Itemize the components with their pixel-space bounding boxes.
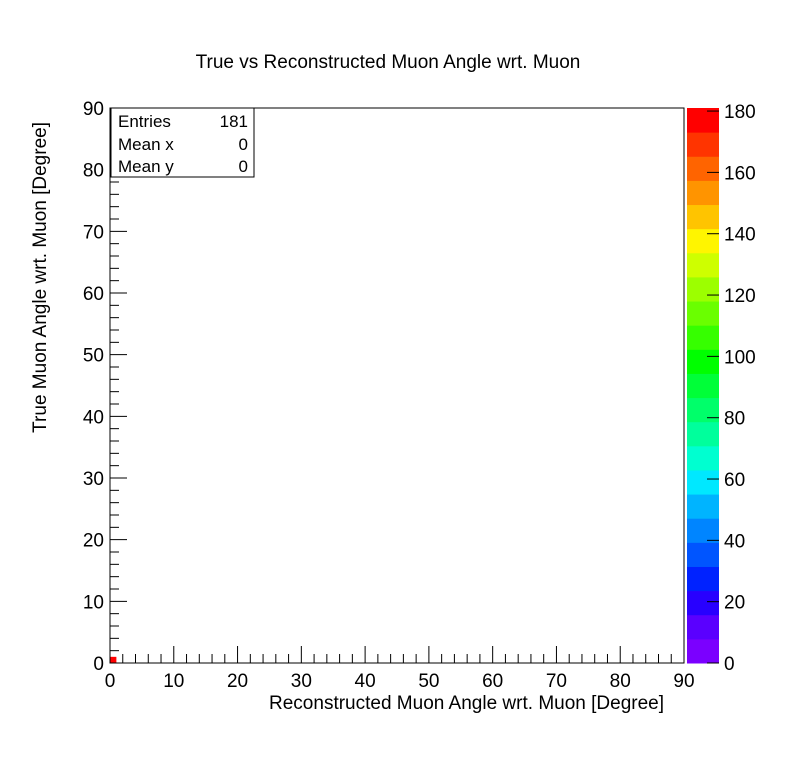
- x-tick-label: 20: [227, 671, 248, 692]
- colorbar-tick-label: 120: [724, 286, 756, 307]
- x-tick-label: 10: [163, 671, 184, 692]
- x-tick-label: 70: [546, 671, 567, 692]
- y-tick-label: 80: [83, 161, 104, 182]
- stats-entries-value: 181: [220, 112, 248, 131]
- heatmap-cells: [110, 656, 117, 663]
- colorbar-segment: [687, 494, 719, 519]
- y-tick-label: 20: [83, 531, 104, 552]
- colorbar-segment: [687, 373, 719, 399]
- colorbar-segment: [687, 638, 719, 664]
- y-tick-label: 0: [93, 654, 104, 675]
- colorbar-segment: [687, 156, 719, 181]
- colorbar-tick-label: 140: [724, 225, 756, 246]
- colorbar-segment: [687, 325, 719, 350]
- colorbar-segment: [687, 252, 719, 278]
- y-tick-label: 70: [83, 222, 104, 243]
- colorbar-tick-label: 40: [724, 531, 745, 552]
- y-axis: 0 10 20 30 40 50 60 70 80 90: [83, 99, 127, 675]
- y-tick-label: 50: [83, 346, 104, 367]
- colorbar-segment: [687, 469, 719, 495]
- stats-entries-label: Entries: [118, 112, 171, 131]
- x-tick-label: 40: [355, 671, 376, 692]
- colorbar-segment: [687, 566, 719, 592]
- stats-box: Entries 181 Mean x 0 Mean y 0: [110, 107, 255, 178]
- colorbar-segment: [687, 542, 719, 567]
- colorbar-segment: [687, 132, 719, 157]
- y-tick-label: 30: [83, 469, 104, 490]
- x-tick-label: 0: [105, 671, 116, 692]
- colorbar-segment: [687, 276, 719, 302]
- y-tick-label: 90: [83, 99, 104, 120]
- chart-title: True vs Reconstructed Muon Angle wrt. Mu…: [196, 52, 581, 73]
- colorbar-segment: [687, 445, 719, 471]
- colorbar-segment: [687, 590, 719, 616]
- y-axis-label: True Muon Angle wrt. Muon [Degree]: [30, 122, 51, 433]
- y-tick-label: 40: [83, 407, 104, 428]
- colorbar-segment: [687, 204, 719, 230]
- colorbar-tick-label: 0: [724, 654, 735, 675]
- colorbar-tick-label: 180: [724, 102, 756, 123]
- x-tick-label: 80: [610, 671, 631, 692]
- heatmap-cell: [110, 656, 117, 663]
- stats-mean-y-label: Mean y: [118, 157, 174, 176]
- y-tick-label: 10: [83, 592, 104, 613]
- colorbar-tick-label: 100: [724, 347, 756, 368]
- colorbar-segment: [687, 108, 719, 133]
- stats-mean-y-value: 0: [239, 157, 248, 176]
- x-tick-label: 50: [418, 671, 439, 692]
- x-axis: 0 10 20 30 40 50 60 70 80 90: [105, 646, 695, 692]
- x-tick-label: 60: [482, 671, 503, 692]
- colorbar-segment: [687, 614, 719, 640]
- colorbar-tick-label: 160: [724, 163, 756, 184]
- y-tick-label: 60: [83, 284, 104, 305]
- colorbar-segment: [687, 301, 719, 326]
- colorbar-segment: [687, 397, 719, 423]
- stats-box-frame: [110, 107, 255, 178]
- x-tick-label: 90: [673, 671, 694, 692]
- colorbar-tick-label: 80: [724, 409, 745, 430]
- colorbar-segment: [687, 421, 719, 447]
- colorbar-tick-label: 20: [724, 593, 745, 614]
- x-axis-label: Reconstructed Muon Angle wrt. Muon [Degr…: [269, 693, 664, 714]
- colorbar-segment: [687, 349, 719, 374]
- stats-mean-x-label: Mean x: [118, 135, 174, 154]
- colorbar-segment: [687, 518, 719, 543]
- colorbar-segment: [687, 180, 719, 206]
- color-scale-bar: 0 20 40 60 80 100 120 140 160 180: [687, 102, 756, 675]
- stats-mean-x-value: 0: [239, 135, 248, 154]
- plot-frame: [109, 107, 685, 664]
- colorbar-tick-label: 60: [724, 470, 745, 491]
- x-tick-label: 30: [291, 671, 312, 692]
- colorbar-segment: [687, 228, 719, 254]
